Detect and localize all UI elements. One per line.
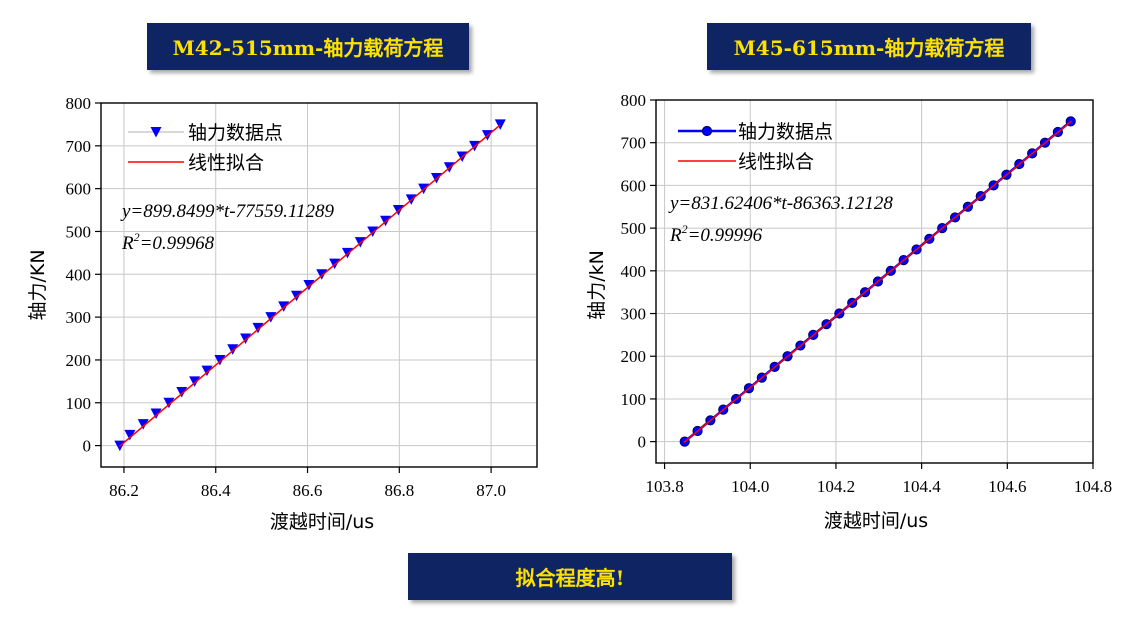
- left-x-tick-label: 86.6: [293, 481, 323, 500]
- right-legend-marker: [701, 125, 713, 137]
- left-data-point: [252, 322, 264, 334]
- chart-left: 86.2 86.4 86.6 86.8 87.0 0 100 200 300 400 500 600 7…: [27, 94, 538, 533]
- left-data-point: [494, 119, 506, 130]
- left-r-value: =0.99968: [140, 233, 215, 254]
- left-data-point: [240, 333, 252, 345]
- right-y-tick-label: 300: [621, 305, 647, 324]
- left-y-tick-label: 100: [66, 394, 92, 413]
- right-grid: [656, 100, 1093, 463]
- left-data-point: [124, 429, 136, 441]
- left-data-point: [189, 376, 201, 387]
- right-y-tick-label: 500: [621, 219, 647, 238]
- left-data-point: [150, 408, 162, 419]
- right-x-tick-label: 103.8: [645, 477, 683, 496]
- left-legend-label-fit: 线性拟合: [188, 152, 264, 174]
- left-r-symbol: R: [121, 233, 134, 254]
- left-data-point: [176, 387, 188, 398]
- right-y-tick-label: 800: [621, 91, 647, 110]
- right-r-squared: R2=0.99996: [669, 222, 763, 246]
- left-data-point: [163, 397, 175, 409]
- right-equation: y=831.62406*t-86363.12128: [668, 193, 893, 214]
- left-data-point: [303, 280, 315, 291]
- left-y-tick-label: 400: [66, 265, 92, 284]
- right-y-tick-label: 600: [621, 176, 647, 195]
- left-y-axis-title: 轴力/KN: [27, 249, 49, 320]
- left-y-tick-label: 700: [66, 137, 92, 156]
- left-x-axis-title: 渡越时间/us: [270, 511, 374, 533]
- left-r-squared: R2=0.99968: [121, 230, 215, 254]
- right-legend-label-points: 轴力数据点: [738, 121, 833, 143]
- right-y-tick-label: 200: [621, 347, 647, 366]
- right-fit-line: [683, 120, 1073, 444]
- left-grid: [101, 103, 537, 467]
- right-y-tick-label: 700: [621, 134, 647, 153]
- right-y-axis-title: 轴力/kN: [586, 250, 608, 320]
- right-y-tick-label: 0: [638, 433, 647, 452]
- left-data-point: [214, 354, 226, 366]
- left-data-point: [316, 269, 328, 280]
- left-x-tick-label: 86.4: [201, 481, 231, 500]
- right-y-tick-label: 400: [621, 262, 647, 281]
- chart-right: 103.8 104.0 104.2 104.4 104.6 104.8 0 100 200 300…: [586, 91, 1112, 532]
- left-x-tick-label: 86.2: [109, 481, 139, 500]
- right-r-symbol: R: [669, 225, 682, 246]
- left-data-point: [227, 344, 239, 355]
- left-data-point: [278, 301, 290, 312]
- right-x-tick-label: 104.6: [988, 477, 1026, 496]
- left-legend-marker: [150, 127, 162, 138]
- right-legend-label-fit: 线性拟合: [738, 151, 814, 173]
- left-plot-frame: [100, 102, 538, 468]
- right-x-tick-label: 104.2: [817, 477, 855, 496]
- left-y-tick-label: 600: [66, 180, 92, 199]
- right-r-superscript: 2: [682, 222, 688, 236]
- left-x-tick-label: 87.0: [476, 481, 506, 500]
- left-y-tick-label: 500: [66, 222, 92, 241]
- left-equation: y=899.8499*t-77559.11289: [120, 201, 334, 222]
- right-x-tick-label: 104.8: [1074, 477, 1112, 496]
- left-y-tick-label: 0: [83, 437, 92, 456]
- right-plot-frame: [655, 99, 1094, 464]
- right-x-tick-label: 104.0: [731, 477, 769, 496]
- left-y-tick-label: 300: [66, 308, 92, 327]
- right-x-axis-title: 渡越时间/us: [824, 510, 928, 532]
- left-r-superscript: 2: [134, 230, 140, 244]
- left-fit-line: [118, 124, 501, 448]
- right-y-tick-label: 100: [621, 390, 647, 409]
- right-x-tick-label: 104.4: [903, 477, 942, 496]
- left-data-point: [201, 365, 213, 377]
- left-y-tick-label: 200: [66, 351, 92, 370]
- left-y-tick-label: 800: [66, 94, 92, 113]
- left-x-tick-label: 86.8: [384, 481, 414, 500]
- left-data-point: [265, 312, 277, 323]
- left-legend-label-points: 轴力数据点: [188, 122, 283, 144]
- banner-conclusion: 拟合程度高!: [408, 553, 732, 600]
- banner-title-right: M45-615mm-轴力载荷方程: [707, 23, 1031, 70]
- banner-title-left: M42-515mm-轴力载荷方程: [147, 23, 469, 70]
- right-r-value: =0.99996: [688, 225, 763, 246]
- left-data-point: [137, 419, 149, 430]
